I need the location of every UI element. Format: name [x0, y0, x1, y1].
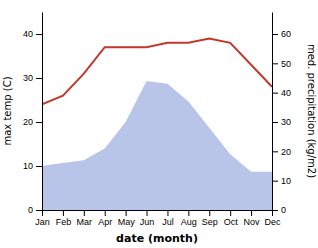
tick: Aug	[181, 210, 197, 227]
tick-mark	[84, 210, 85, 216]
tick-label: Sep	[202, 217, 218, 227]
tick-label: Aug	[181, 217, 197, 227]
axis-domain	[42, 13, 43, 211]
tick: 0	[272, 205, 286, 215]
tick-mark	[36, 166, 42, 167]
tick-label: 0	[281, 205, 286, 215]
tick-label: 40	[281, 88, 291, 98]
x-axis-title: date (month)	[116, 232, 198, 245]
tick-mark	[167, 210, 168, 216]
tick: Dec	[264, 210, 281, 227]
tick-mark	[230, 210, 231, 216]
tick-label: 10	[23, 161, 33, 171]
tick-label: Dec	[264, 217, 281, 227]
tick-mark	[36, 34, 42, 35]
tick: 0	[28, 205, 42, 215]
tick-label: 30	[23, 73, 33, 83]
tick-mark	[272, 151, 278, 152]
tick: 10	[23, 161, 42, 171]
y2-axis-title: med. precipitation (kg/m2)	[306, 44, 317, 178]
tick: Feb	[56, 210, 72, 227]
tick: 50	[272, 59, 291, 69]
tick-label: Jul	[162, 217, 174, 227]
tick: 30	[272, 117, 291, 127]
tick-mark	[251, 210, 252, 216]
tick-mark	[188, 210, 189, 216]
tick-mark	[36, 78, 42, 79]
tick-mark	[272, 63, 278, 64]
tick-label: Feb	[56, 217, 72, 227]
tick: Mar	[77, 210, 93, 227]
tick: 20	[23, 117, 42, 127]
plot: JanFebMarAprMayJunJulAugSepOctNovDec0102…	[23, 13, 291, 228]
tick: 10	[272, 176, 291, 186]
tick-label: 10	[281, 176, 291, 186]
tick: Apr	[98, 210, 112, 227]
tick-label: Jun	[140, 217, 155, 227]
tick-label: Apr	[98, 217, 112, 227]
tick-label: 40	[23, 29, 33, 39]
tick-label: 30	[281, 117, 291, 127]
tick: 60	[272, 29, 291, 39]
tick: Jan	[35, 210, 50, 227]
axis-domain	[43, 210, 273, 211]
tick-mark	[272, 181, 278, 182]
tick: Jul	[162, 210, 174, 227]
y2-axis: 0 10 20 30 40 50 60	[272, 13, 291, 216]
tick-mark	[42, 210, 43, 216]
tick: 30	[23, 73, 42, 83]
tick-label: Nov	[244, 217, 261, 227]
tick-label: 20	[23, 117, 33, 127]
tick-mark	[147, 210, 148, 216]
tick-label: 60	[281, 29, 291, 39]
area	[42, 81, 272, 210]
tick: 40	[272, 88, 291, 98]
tick: 20	[272, 147, 291, 157]
marks	[42, 38, 272, 210]
tick-mark	[105, 210, 106, 216]
tick-label: May	[118, 217, 136, 227]
tick-mark	[272, 93, 278, 94]
tick: Oct	[224, 210, 239, 227]
tick-mark	[272, 34, 278, 35]
line	[42, 38, 272, 104]
chart: JanFebMarAprMayJunJulAugSepOctNovDec0102…	[0, 0, 318, 248]
tick-label: Mar	[77, 217, 93, 227]
tick-mark	[272, 210, 278, 211]
tick-label: Oct	[224, 217, 239, 227]
y-axis-title: max temp (C)	[2, 76, 13, 145]
tick-mark	[272, 122, 278, 123]
tick-mark	[63, 210, 64, 216]
y-axis: 0 10 20 30 40	[23, 13, 43, 216]
tick: Jun	[140, 210, 155, 227]
tick: May	[118, 210, 136, 227]
tick-label: 20	[281, 147, 291, 157]
x-axis: Jan Feb Mar Apr May Jun Jul Aug Sep Oct NovDec	[35, 210, 281, 227]
tick: 40	[23, 29, 42, 39]
tick: Sep	[202, 210, 218, 227]
tick-label: 50	[281, 59, 291, 69]
tick-mark	[36, 122, 42, 123]
tick-label: Jan	[35, 217, 50, 227]
tick-label: 0	[28, 205, 33, 215]
tick-mark	[209, 210, 210, 216]
tick-mark	[126, 210, 127, 216]
tick-mark	[36, 210, 42, 211]
tick: Nov	[244, 210, 261, 227]
